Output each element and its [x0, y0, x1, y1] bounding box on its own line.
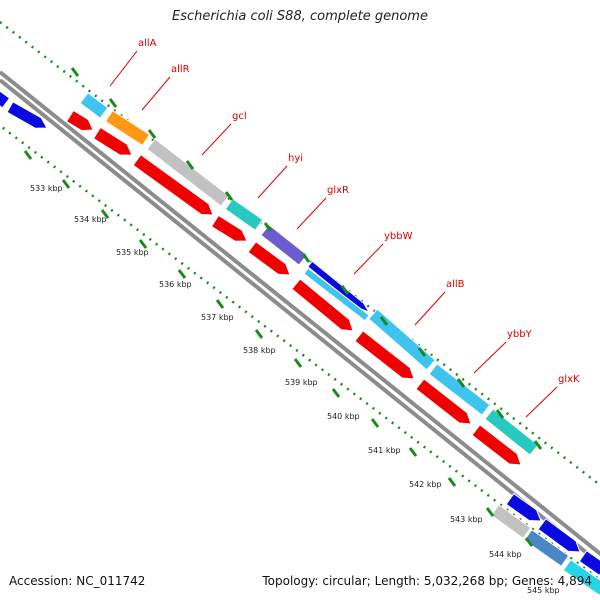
- gene-allA-bar[interactable]: [79, 92, 109, 119]
- gene-allR-bar[interactable]: [104, 109, 151, 147]
- gene-label-leader: [296, 197, 327, 230]
- kbp-tick-inner: [100, 209, 110, 219]
- gene-label-allA: allA: [138, 38, 157, 49]
- gene-label-leader: [109, 50, 138, 87]
- kbp-tick-label: 540 kbp: [327, 412, 360, 421]
- kbp-tick-inner: [23, 150, 33, 160]
- cds-red-7[interactable]: [354, 330, 415, 380]
- cds-red-4[interactable]: [210, 214, 248, 242]
- kbp-tick-inner: [524, 537, 534, 547]
- gene-ybbY-bar[interactable]: [428, 363, 491, 416]
- feature-cyan-lr[interactable]: [562, 558, 600, 597]
- kbp-tick-outer: [456, 378, 466, 388]
- gene-label-leader: [201, 123, 232, 156]
- kbp-tick-outer: [379, 316, 389, 326]
- kbp-tick-outer: [108, 98, 118, 108]
- cds-red-1[interactable]: [65, 109, 94, 132]
- gene-label-leader: [525, 386, 558, 418]
- gene-label-allB: allB: [446, 279, 465, 290]
- cds-red-8[interactable]: [415, 378, 472, 425]
- cds-red-5[interactable]: [247, 241, 291, 276]
- kbp-tick-inner: [215, 299, 225, 309]
- inner-dotted-ring: [0, 124, 600, 581]
- kbp-tick-inner: [138, 239, 148, 249]
- kbp-tick-outer: [224, 191, 234, 201]
- genome-summary: Topology: circular; Length: 5,032,268 bp…: [262, 574, 592, 588]
- kbp-tick-inner: [485, 507, 495, 517]
- kbp-tick-outer: [301, 253, 311, 263]
- gene-label-leader: [141, 76, 171, 111]
- kbp-tick-label: 545 kbp: [527, 586, 560, 595]
- feature-steel-lr[interactable]: [523, 528, 570, 568]
- feature-blue-lr-2[interactable]: [537, 518, 581, 553]
- cds-red-3[interactable]: [132, 154, 214, 216]
- kbp-tick-inner: [331, 388, 341, 398]
- kbp-tick-label: 536 kbp: [159, 280, 192, 289]
- kbp-tick-outer: [495, 409, 505, 419]
- gene-label-leader: [473, 341, 507, 374]
- kbp-tick-label: 541 kbp: [368, 446, 401, 455]
- feature-gray-lr[interactable]: [490, 504, 532, 539]
- kbp-tick-label: 534 kbp: [74, 215, 107, 224]
- kbp-tick-label: 537 kbp: [201, 313, 234, 322]
- kbp-tick-outer: [263, 222, 273, 232]
- kbp-tick-inner: [254, 329, 264, 339]
- feature-blue-lr-1[interactable]: [505, 493, 542, 522]
- gene-label-gcl: gcl: [232, 111, 247, 122]
- kbp-tick-inner: [293, 358, 303, 368]
- tick-labels: 533 kbp 534 kbp 535 kbp 536 kbp 537 kbp 538 k…: [30, 184, 560, 595]
- kbp-tick-outer: [533, 440, 543, 450]
- kbp-tick-outer: [147, 129, 157, 139]
- gene-label-leader: [353, 243, 384, 275]
- feature-tracks: [0, 90, 600, 597]
- kbp-tick-inner: [177, 269, 187, 279]
- kbp-tick-outer: [340, 285, 350, 295]
- gene-label-allR: allR: [171, 64, 190, 75]
- backbone-outer: [0, 70, 600, 557]
- accession-text: Accession: NC_011742: [9, 574, 146, 588]
- gene-label-leader: [414, 291, 446, 326]
- kbp-tick-label: 535 kbp: [116, 248, 149, 257]
- kbp-tick-label: 542 kbp: [409, 480, 442, 489]
- kbp-tick-inner: [408, 447, 418, 457]
- gene-labels: allA allR gcl hyi glxR ybbW allB ybbY glxK: [109, 38, 580, 418]
- kbp-tick-label: 544 kbp: [489, 550, 522, 559]
- cds-red-6[interactable]: [291, 278, 354, 332]
- kbp-tick-label: 543 kbp: [450, 515, 483, 524]
- kbp-tick-label: 539 kbp: [285, 378, 318, 387]
- gene-label-ybbY: ybbY: [507, 329, 533, 340]
- gene-ybbW-bar2[interactable]: [303, 267, 370, 322]
- gene-label-glxR: glxR: [327, 185, 349, 196]
- gene-label-hyi: hyi: [288, 153, 303, 164]
- cds-red-9[interactable]: [471, 424, 522, 466]
- gene-hyi-bar[interactable]: [224, 197, 264, 232]
- kbp-tick-outer: [417, 347, 427, 357]
- gene-glxR-bar[interactable]: [260, 224, 308, 266]
- kbp-tick-inner: [61, 179, 71, 189]
- backbone-inner: [0, 78, 600, 567]
- feature-blue-left-a[interactable]: [0, 90, 11, 109]
- gene-label-leader: [257, 165, 288, 199]
- kbp-tick-label: 538 kbp: [243, 346, 276, 355]
- kbp-tick-inner: [370, 418, 380, 428]
- feature-blue-left-b[interactable]: [6, 101, 48, 129]
- gene-label-glxK: glxK: [558, 374, 580, 385]
- cds-red-2[interactable]: [92, 126, 133, 156]
- map-title: Escherichia coli S88, complete genome: [172, 9, 428, 24]
- tick-marks: [23, 67, 543, 547]
- kbp-tick-outer: [70, 67, 80, 77]
- kbp-tick-inner: [447, 477, 457, 487]
- kbp-tick-label: 533 kbp: [30, 184, 63, 193]
- kbp-tick-outer: [185, 160, 195, 170]
- gene-label-ybbW: ybbW: [384, 231, 413, 242]
- feature-blue-lr-3[interactable]: [578, 549, 600, 577]
